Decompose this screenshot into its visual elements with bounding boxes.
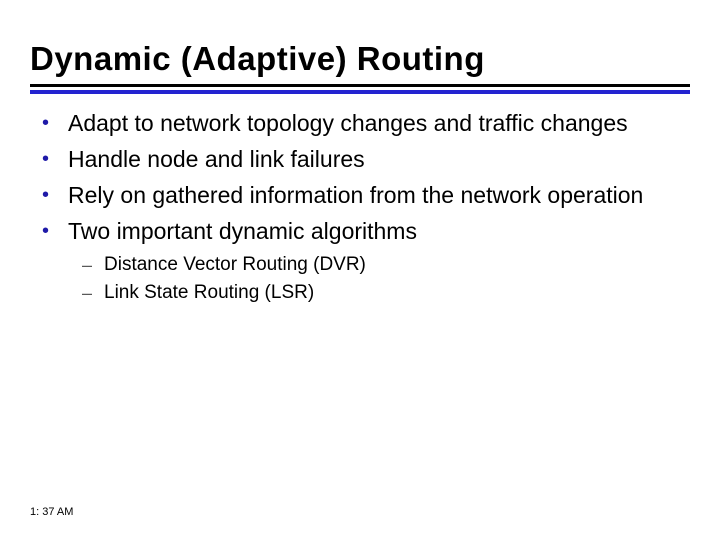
bullet-text: Handle node and link failures: [68, 144, 365, 174]
bullet-item: • Adapt to network topology changes and …: [42, 108, 672, 138]
bullet-icon: •: [42, 108, 68, 138]
slide-title: Dynamic (Adaptive) Routing: [30, 40, 485, 78]
slide: Dynamic (Adaptive) Routing • Adapt to ne…: [0, 0, 720, 540]
sub-bullet-text: Distance Vector Routing (DVR): [104, 252, 366, 278]
bullet-item: • Rely on gathered information from the …: [42, 180, 672, 210]
bullet-item: • Handle node and link failures: [42, 144, 672, 174]
bullet-icon: •: [42, 180, 68, 210]
sub-bullet-group: – Distance Vector Routing (DVR) – Link S…: [42, 252, 672, 306]
bullet-text: Rely on gathered information from the ne…: [68, 180, 643, 210]
bullet-text: Adapt to network topology changes and tr…: [68, 108, 628, 138]
bullet-item: • Two important dynamic algorithms: [42, 216, 672, 246]
bullet-icon: •: [42, 216, 68, 246]
sub-bullet-item: – Distance Vector Routing (DVR): [82, 252, 672, 278]
divider-blue: [30, 90, 690, 94]
slide-body: • Adapt to network topology changes and …: [42, 108, 672, 308]
bullet-text: Two important dynamic algorithms: [68, 216, 417, 246]
sub-bullet-text: Link State Routing (LSR): [104, 280, 314, 306]
bullet-icon: •: [42, 144, 68, 174]
timestamp: 1: 37 AM: [30, 506, 73, 518]
divider-black: [30, 84, 690, 87]
dash-icon: –: [82, 252, 104, 278]
sub-bullet-item: – Link State Routing (LSR): [82, 280, 672, 306]
dash-icon: –: [82, 280, 104, 306]
